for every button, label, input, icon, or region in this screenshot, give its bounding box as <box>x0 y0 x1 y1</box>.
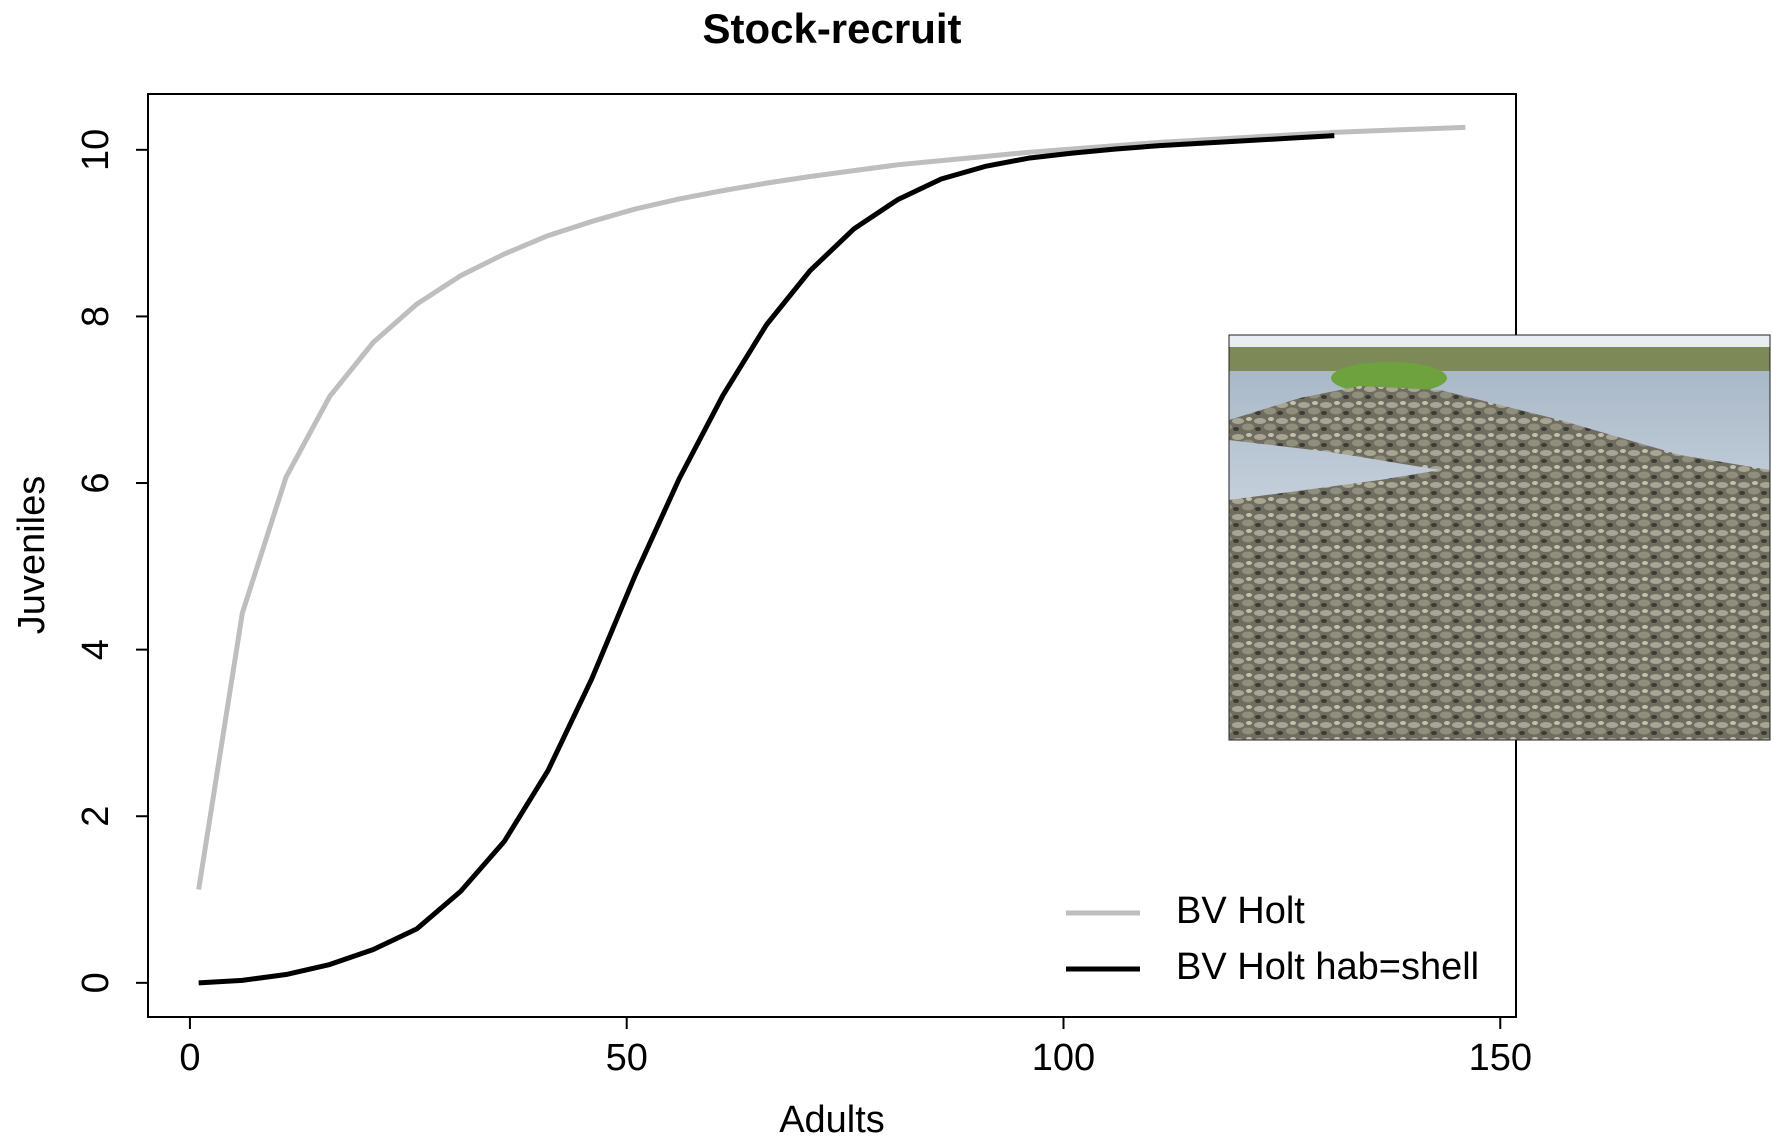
y-tick-label: 10 <box>75 129 117 171</box>
series-line <box>196 124 1466 890</box>
legend-label: BV Holt hab=shell <box>1176 946 1479 988</box>
y-axis-label: Juveniles <box>11 476 53 634</box>
photo-frame <box>1228 334 1771 741</box>
y-tick-label: 0 <box>75 972 117 993</box>
photo-reef <box>1229 386 1770 740</box>
x-tick-label: 50 <box>606 1037 648 1079</box>
oyster-reef-photo <box>1228 334 1771 741</box>
series-line <box>198 133 1335 986</box>
x-tick-label: 150 <box>1469 1037 1532 1079</box>
x-tick-label: 0 <box>179 1037 200 1079</box>
x-axis-label: Adults <box>779 1099 885 1141</box>
y-tick-label: 4 <box>75 639 117 660</box>
photo-marsh <box>1229 347 1770 371</box>
y-tick-label: 6 <box>75 472 117 493</box>
y-tick-label: 2 <box>75 806 117 827</box>
chart-title: Stock-recruit <box>702 5 961 52</box>
y-tick-label: 8 <box>75 306 117 327</box>
x-tick-label: 100 <box>1032 1037 1095 1079</box>
legend-label: BV Holt <box>1176 890 1305 932</box>
